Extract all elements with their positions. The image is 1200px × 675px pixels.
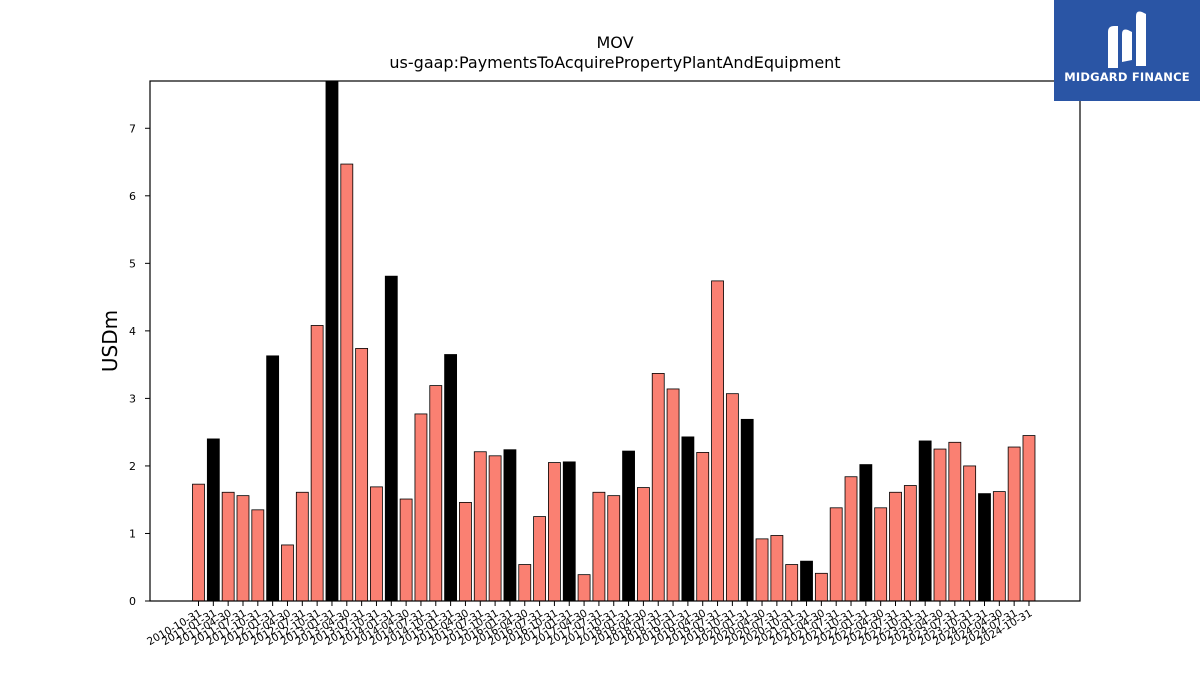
- bar-2018-10-31: [666, 388, 680, 602]
- y-tick-label: 7: [129, 122, 136, 135]
- x-axis-ticks: 2010-10-312011-01-312011-04-302011-07-31…: [145, 601, 1034, 648]
- bar-2023-07-31: [948, 441, 962, 602]
- bar-2022-07-31: [889, 491, 902, 602]
- bar-2011-01-31: [206, 438, 220, 602]
- bar-2024-04-30: [992, 491, 1006, 602]
- bar-2022-01-31: [859, 464, 873, 602]
- bar-2016-10-31: [548, 462, 561, 602]
- bar-2015-07-31: [473, 451, 487, 602]
- y-tick-label: 4: [129, 325, 136, 338]
- y-tick-label: 3: [129, 392, 136, 405]
- bar-2010-10-31: [192, 483, 205, 602]
- bar-2013-01-31: [325, 80, 339, 602]
- y-axis-label: USDm: [98, 310, 122, 372]
- bar-2011-04-30: [221, 491, 235, 602]
- bar-2023-10-31: [963, 465, 977, 602]
- bar-2011-10-31: [251, 509, 265, 602]
- y-tick-label: 0: [129, 595, 136, 608]
- bar-2022-04-30: [874, 507, 888, 602]
- bar-2017-07-31: [592, 491, 606, 602]
- bar-2013-10-31: [370, 486, 383, 602]
- bar-2018-01-31: [622, 450, 635, 602]
- bar-2018-04-30: [637, 487, 650, 602]
- bar-2015-04-30: [459, 501, 472, 602]
- bar-2013-07-31: [355, 348, 369, 602]
- bar-2020-07-31: [770, 535, 784, 602]
- logo-mark-icon: [1108, 11, 1146, 68]
- bar-2021-07-31: [829, 507, 843, 602]
- bar-2021-10-31: [844, 476, 858, 602]
- bar-2011-07-31: [236, 495, 250, 602]
- bar-2014-07-31: [414, 413, 428, 602]
- bar-2021-04-30: [814, 572, 828, 602]
- bar-2019-07-31: [711, 280, 724, 602]
- bar-2020-10-31: [785, 564, 799, 602]
- bar-2016-07-31: [533, 516, 546, 602]
- plot-frame: [149, 80, 1081, 602]
- bar-2020-01-31: [740, 418, 754, 602]
- bar-2022-10-31: [903, 485, 917, 602]
- bar-2023-01-31: [918, 440, 932, 602]
- y-tick-label: 5: [129, 257, 136, 270]
- bar-2017-10-31: [607, 495, 621, 602]
- bar-2012-10-31: [310, 325, 324, 602]
- bar-2024-10-31: [1022, 435, 1036, 602]
- bar-2012-01-31: [266, 355, 280, 602]
- logo-text: MIDGARD FINANCE: [1064, 70, 1190, 84]
- y-axis-ticks: 0 1 2 3 4 5 6 7: [129, 122, 150, 608]
- bar-2019-01-31: [681, 436, 695, 602]
- bar-2017-01-31: [562, 461, 576, 602]
- chart-subtitle: us-gaap:PaymentsToAcquirePropertyPlantAn…: [389, 53, 840, 72]
- bars-group: [192, 80, 1036, 602]
- bar-2014-04-30: [399, 498, 413, 602]
- bar-2015-01-31: [444, 354, 458, 602]
- brand-logo: MIDGARD FINANCE: [1054, 0, 1200, 101]
- bar-2012-04-30: [281, 544, 294, 602]
- bar-2016-04-30: [518, 564, 532, 602]
- bar-2019-10-31: [725, 393, 739, 602]
- y-tick-label: 1: [129, 527, 136, 540]
- bar-2012-07-31: [295, 491, 309, 602]
- bar-2016-01-31: [503, 449, 517, 602]
- y-tick-label: 2: [129, 460, 136, 473]
- bar-2020-04-30: [755, 538, 769, 602]
- bar-2021-01-31: [800, 560, 813, 602]
- bar-2024-07-31: [1007, 446, 1021, 602]
- bar-2013-04-30: [340, 163, 354, 602]
- bar-2014-10-31: [429, 385, 443, 602]
- bar-2017-04-30: [577, 574, 591, 602]
- bar-2019-04-30: [696, 452, 710, 602]
- bar-2014-01-31: [384, 275, 398, 602]
- y-tick-label: 6: [129, 190, 136, 203]
- bar-2023-04-30: [933, 448, 947, 602]
- bar-2018-07-31: [651, 373, 665, 602]
- bar-2024-01-31: [978, 493, 991, 602]
- chart-title: MOV: [596, 33, 633, 52]
- bar-2015-10-31: [488, 455, 502, 602]
